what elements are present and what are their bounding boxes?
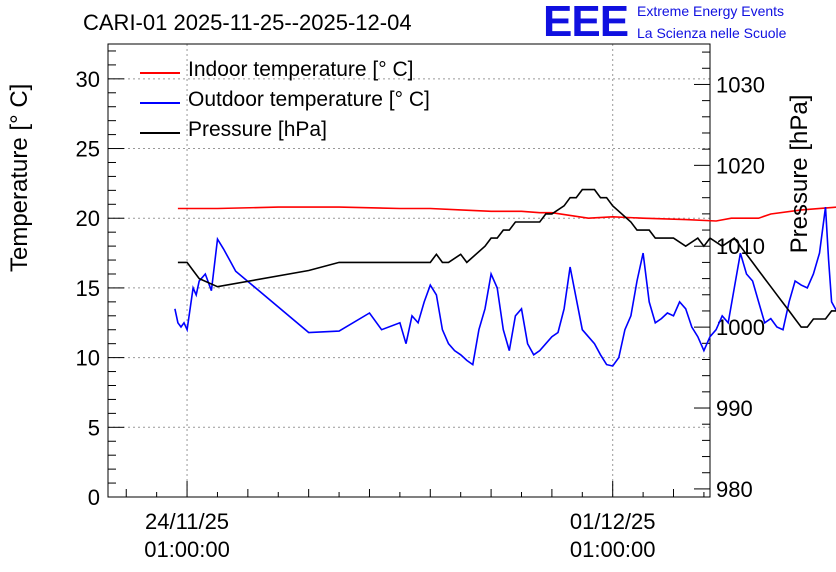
logo-subtitle-line1: Extreme Energy Events <box>637 3 785 19</box>
y2-tick-label: 1000 <box>716 315 765 340</box>
y-tick-label: 0 <box>88 485 100 510</box>
y-tick-label: 10 <box>76 346 100 371</box>
legend-swatch-outdoor <box>140 102 180 104</box>
y2-tick-label: 980 <box>716 477 753 502</box>
legend-label-indoor: Indoor temperature [° C] <box>188 58 414 81</box>
eee-logo: EEE <box>543 0 629 46</box>
y-tick-label: 30 <box>76 67 100 92</box>
y-tick-label: 5 <box>88 415 100 440</box>
x-tick-label-date: 01/12/25 <box>570 509 656 534</box>
x-tick-label-date: 24/11/25 <box>145 509 229 534</box>
y-axis-right-label: Pressure [hPa] <box>786 94 813 254</box>
series-line-2 <box>177 188 836 328</box>
legend-label-outdoor: Outdoor temperature [° C] <box>188 88 430 111</box>
series-line-1 <box>174 206 836 367</box>
logo-subtitle-line2: La Scienza nelle Scuole <box>637 25 787 41</box>
y-tick-label: 25 <box>76 137 100 162</box>
y-tick-label: 20 <box>76 206 100 231</box>
series-line-0 <box>177 206 836 222</box>
x-tick-label-time: 01:00:00 <box>144 537 230 562</box>
y2-tick-label: 1030 <box>716 72 765 97</box>
y-axis-left-label: Temperature [° C] <box>6 83 33 272</box>
plot-frame <box>107 43 711 498</box>
y2-tick-label: 990 <box>716 396 753 421</box>
y-tick-label: 15 <box>76 276 100 301</box>
x-tick-label-time: 01:00:00 <box>570 537 656 562</box>
legend-swatch-indoor <box>140 72 180 74</box>
chart-title: CARI-01 2025-11-25--2025-12-04 <box>83 10 412 35</box>
y2-tick-label: 1020 <box>716 153 765 178</box>
legend-label-pressure: Pressure [hPa] <box>188 118 327 141</box>
legend-swatch-pressure <box>140 132 180 134</box>
